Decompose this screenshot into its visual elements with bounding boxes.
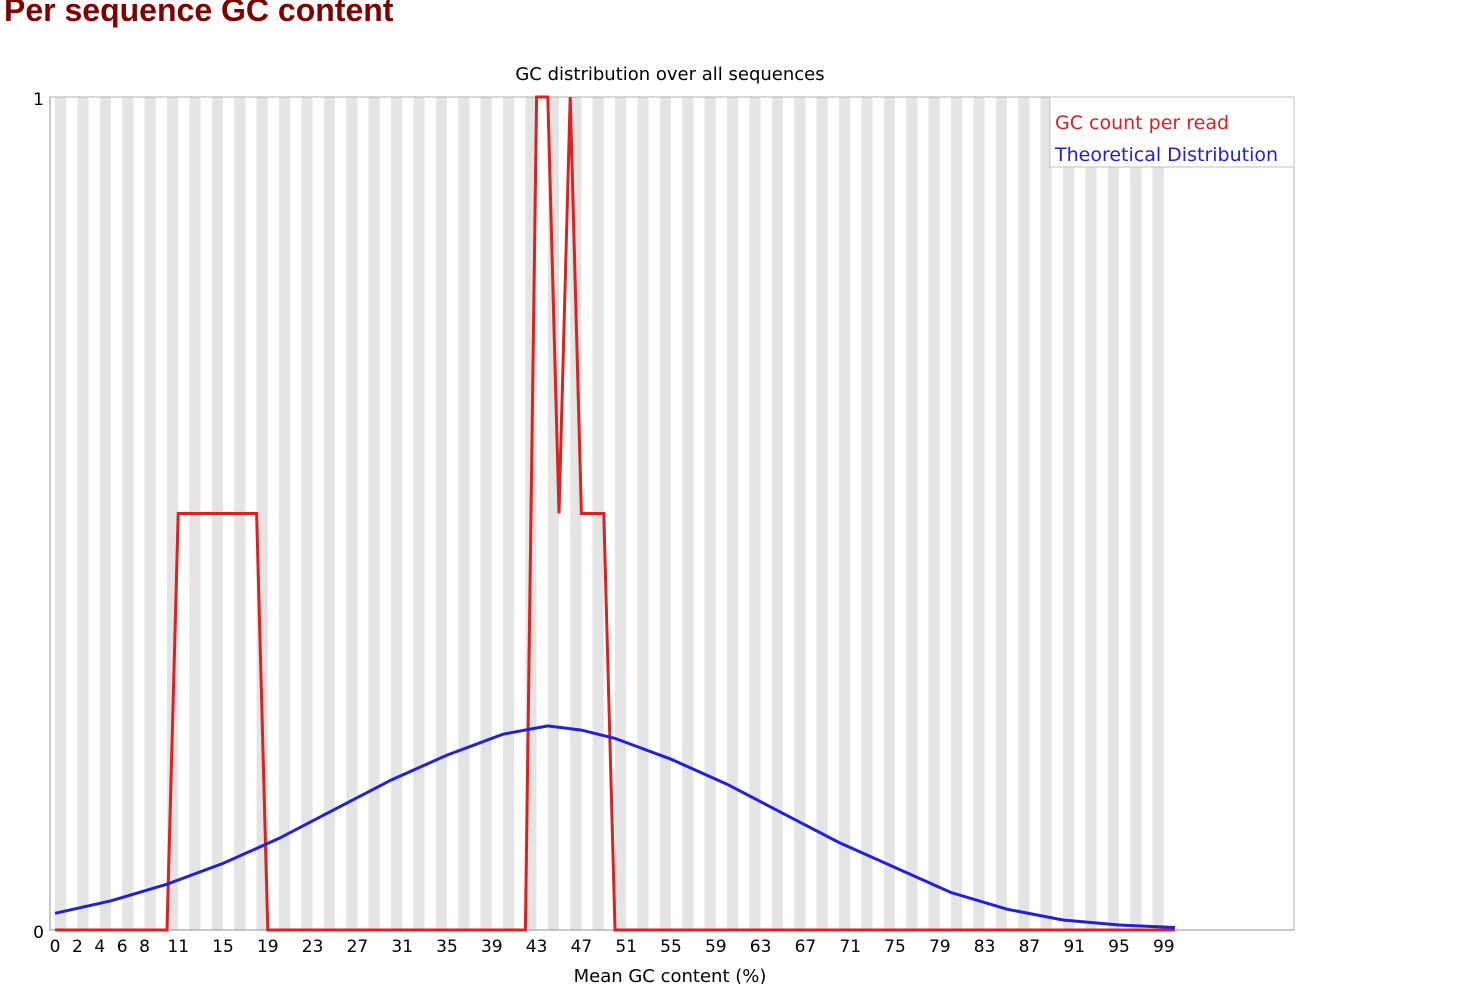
x-tick-label: 95	[1108, 937, 1130, 957]
grid-band	[99, 97, 111, 930]
grid-band	[659, 97, 671, 930]
x-tick-label: 67	[795, 937, 817, 957]
legend-item-gc-count: GC count per read	[1055, 112, 1229, 134]
legend: GC count per read Theoretical Distributi…	[1049, 96, 1295, 168]
grid-band	[570, 97, 582, 930]
grid-band	[413, 97, 425, 930]
grid-band	[256, 97, 268, 930]
grid-band	[77, 97, 89, 930]
x-tick-label: 15	[212, 937, 234, 957]
grid-band	[771, 97, 783, 930]
x-tick-label: 79	[929, 937, 951, 957]
x-tick-label: 19	[257, 937, 279, 957]
x-tick-label: 59	[705, 937, 727, 957]
legend-item-theoretical: Theoretical Distribution	[1054, 144, 1278, 166]
x-tick-label: 0	[50, 937, 61, 957]
x-tick-label: 39	[481, 937, 503, 957]
x-tick-label: 31	[391, 937, 413, 957]
grid-band	[794, 97, 806, 930]
x-tick-label: 43	[526, 937, 548, 957]
y-tick-labels: 01	[33, 90, 44, 943]
grid-band	[816, 97, 828, 930]
grid-band	[1063, 97, 1075, 930]
grid-band	[995, 97, 1007, 930]
grid-band	[346, 97, 358, 930]
grid-band	[503, 97, 515, 930]
y-tick-label: 1	[33, 90, 44, 110]
grid-band	[615, 97, 627, 930]
x-tick-label: 6	[117, 937, 128, 957]
x-tick-label: 27	[347, 937, 369, 957]
x-tick-label: 71	[839, 937, 861, 957]
x-tick-label: 11	[167, 937, 189, 957]
grid-band	[1107, 97, 1119, 930]
grid-band	[973, 97, 985, 930]
grid-band	[435, 97, 447, 930]
chart-title: GC distribution over all sequences	[515, 64, 824, 85]
grid-band	[951, 97, 963, 930]
x-tick-label: 8	[139, 937, 150, 957]
grid-band	[1018, 97, 1030, 930]
x-tick-label: 83	[974, 937, 996, 957]
y-tick-label: 0	[33, 923, 44, 943]
grid-band	[861, 97, 873, 930]
x-tick-label: 99	[1153, 937, 1175, 957]
x-tick-label: 87	[1019, 937, 1041, 957]
x-tick-label: 23	[302, 937, 324, 957]
grid-band	[391, 97, 403, 930]
x-axis-label: Mean GC content (%)	[574, 966, 767, 984]
grid-band	[727, 97, 739, 930]
grid-band	[1040, 97, 1052, 930]
grid-band	[122, 97, 134, 930]
grid-band	[144, 97, 156, 930]
grid-band	[928, 97, 940, 930]
x-tick-label: 51	[615, 937, 637, 957]
grid-band	[704, 97, 716, 930]
grid-band	[55, 97, 67, 930]
page-title: Per sequence GC content	[4, 0, 394, 28]
grid-band	[1085, 97, 1097, 930]
series-layer	[54, 95, 1176, 932]
x-tick-label: 63	[750, 937, 772, 957]
grid-band	[167, 97, 179, 930]
grid-band	[480, 97, 492, 930]
grid-band	[839, 97, 851, 930]
grid-band	[749, 97, 761, 930]
grid-band	[301, 97, 313, 930]
grid-band	[279, 97, 291, 930]
x-tick-label: 91	[1063, 937, 1085, 957]
grid-band	[637, 97, 649, 930]
grid-band	[368, 97, 380, 930]
grid-band	[883, 97, 895, 930]
x-tick-label: 75	[884, 937, 906, 957]
x-tick-label: 35	[436, 937, 458, 957]
grid-band	[682, 97, 694, 930]
grid-band	[547, 97, 559, 930]
grid-band	[1152, 97, 1164, 930]
x-tick-label: 2	[72, 937, 83, 957]
x-tick-label: 4	[94, 937, 105, 957]
grid-band	[323, 97, 335, 930]
grid-band	[906, 97, 918, 930]
x-tick-label: 55	[660, 937, 682, 957]
x-tick-label: 47	[571, 937, 593, 957]
series-line-theoretical	[54, 724, 1176, 929]
x-tick-labels: 0 2 4 6 8 11 15 19 23 27 31 35 39 43 47 51 55 59 63 67 71 75 7…	[50, 937, 1175, 957]
series-line-gc-count	[55, 95, 1175, 932]
legend-box	[1049, 96, 1295, 168]
grid-band	[1130, 97, 1142, 930]
grid-band	[458, 97, 470, 930]
